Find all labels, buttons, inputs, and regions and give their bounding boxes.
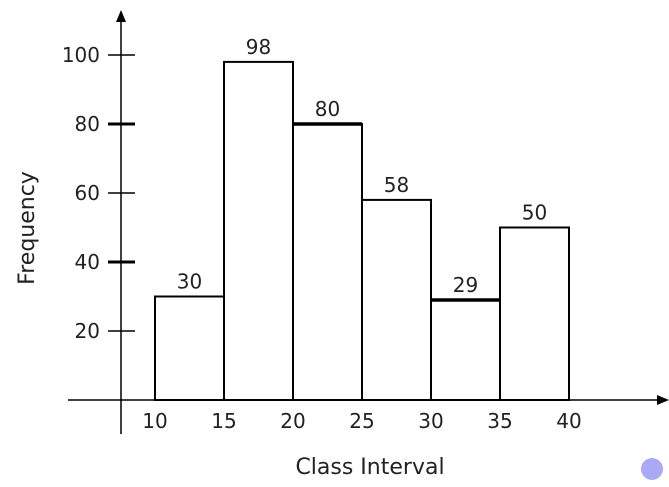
axes-group xyxy=(68,10,669,434)
y-tick-label-100: 100 xyxy=(62,43,100,67)
data-label-15-20: 98 xyxy=(246,35,271,59)
bars-group xyxy=(154,60,570,402)
x-axis-label: Class Interval xyxy=(295,455,444,480)
x-axis-arrow-icon xyxy=(657,395,669,405)
y-tick-label-20: 20 xyxy=(75,319,100,343)
bar-15-20 xyxy=(223,60,294,402)
ticks-group xyxy=(108,54,135,332)
y-axis-label: Frequency xyxy=(15,171,40,285)
bar-10-15 xyxy=(154,295,225,401)
x-tick-label-25: 25 xyxy=(349,409,374,433)
x-tick-label-35: 35 xyxy=(487,409,512,433)
circle-dot-icon xyxy=(641,458,663,480)
x-tick-label-30: 30 xyxy=(418,409,443,433)
y-tick-label-40: 40 xyxy=(75,250,100,274)
x-tick-label-15: 15 xyxy=(211,409,236,433)
data-label-35-40: 50 xyxy=(522,201,547,225)
data-label-20-25: 80 xyxy=(315,97,340,121)
y-tick-label-60: 60 xyxy=(75,181,100,205)
data-label-30-35: 29 xyxy=(453,273,478,297)
bar-30-35 xyxy=(430,298,501,402)
y-tick-label-80: 80 xyxy=(75,112,100,136)
x-tick-label-20: 20 xyxy=(280,409,305,433)
data-label-25-30: 58 xyxy=(384,173,409,197)
bar-25-30 xyxy=(361,198,432,401)
y-axis-arrow-icon xyxy=(116,10,126,22)
x-tick-label-40: 40 xyxy=(556,409,581,433)
bar-35-40 xyxy=(499,226,570,401)
bar-20-25 xyxy=(292,123,363,401)
data-label-10-15: 30 xyxy=(177,270,202,294)
x-tick-label-10: 10 xyxy=(142,409,167,433)
labels-group: 30 98 80 58 29 50 20 40 60 80 100 10 15 20 25 30 35 40 xyxy=(62,35,582,433)
